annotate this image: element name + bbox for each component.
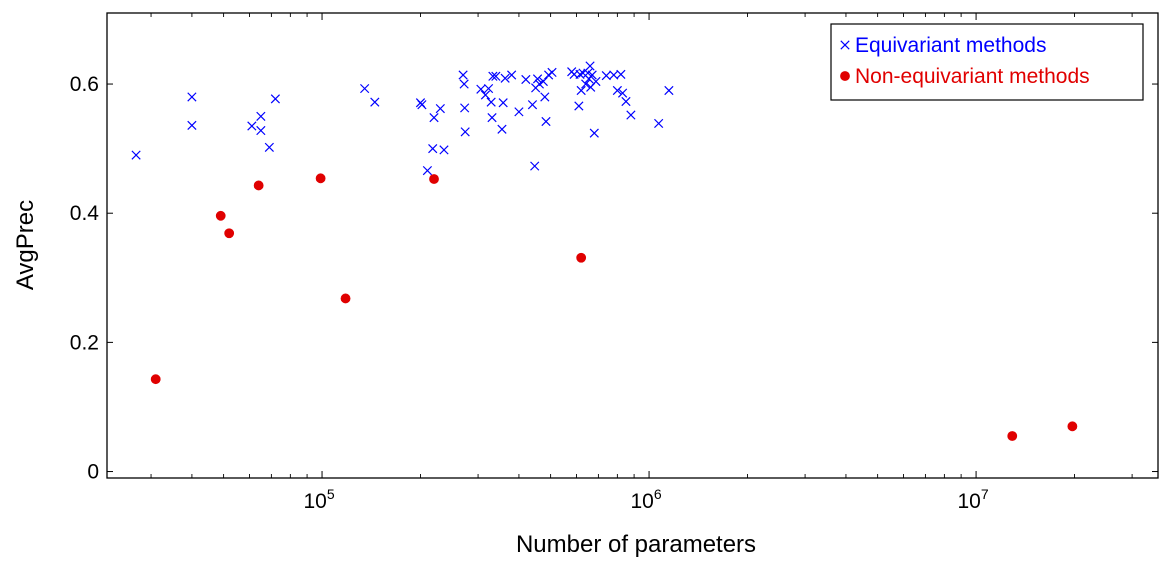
- equivariant-point: [486, 97, 496, 107]
- non-equivariant-point: [215, 210, 226, 221]
- equivariant-point: [264, 142, 274, 152]
- equivariant-point: [507, 70, 517, 80]
- equivariant-point: [500, 73, 510, 83]
- x-axis-title: Number of parameters: [516, 531, 756, 558]
- equivariant-point: [458, 70, 468, 80]
- equivariant-point: [459, 79, 469, 89]
- equivariant-point: [530, 161, 540, 171]
- equivariant-point: [541, 116, 551, 127]
- equivariant-point: [532, 74, 543, 84]
- x-tick-exponent: 5: [327, 486, 335, 502]
- non-equivariant-point: [253, 180, 264, 191]
- y-tick-label: 0.6: [70, 73, 99, 96]
- equivariant-point: [370, 97, 380, 107]
- equivariant-point: [247, 121, 257, 131]
- equivariant-point: [575, 69, 585, 79]
- non-equivariant-point: [340, 293, 351, 304]
- equivariant-point: [591, 76, 601, 87]
- equivariant-point: [576, 85, 586, 96]
- equivariant-point: [497, 124, 507, 134]
- equivariant-point: [256, 111, 266, 121]
- equivariant-point: [540, 92, 550, 102]
- equivariant-point: [547, 67, 557, 78]
- y-tick-label: 0.4: [70, 202, 100, 225]
- equivariant-point: [256, 125, 266, 136]
- equivariant-point: [417, 100, 427, 110]
- legend-label: Non-equivariant methods: [855, 65, 1090, 88]
- x-tick-base: 10: [303, 490, 326, 513]
- equivariant-point: [585, 61, 595, 71]
- equivariant-point: [439, 145, 449, 155]
- non-equivariant-point: [315, 173, 326, 184]
- equivariant-point: [187, 92, 197, 102]
- equivariant-point: [514, 107, 524, 117]
- y-axis-title: AvgPrec: [12, 200, 39, 290]
- equivariant-point: [587, 70, 597, 80]
- equivariant-point: [435, 103, 445, 114]
- x-tick-exponent: 7: [981, 486, 989, 502]
- equivariant-point: [626, 110, 636, 120]
- equivariant-point: [270, 94, 281, 104]
- legend-box: [830, 23, 1144, 101]
- equivariant-point: [422, 165, 433, 176]
- x-tick-label: 106: [630, 486, 661, 513]
- equivariant-point: [581, 79, 591, 89]
- equivariant-point: [534, 79, 545, 89]
- equivariant-point: [621, 96, 631, 107]
- legend-label: Equivariant methods: [855, 34, 1046, 57]
- equivariant-point: [609, 70, 619, 80]
- x-tick-label: 105: [303, 486, 334, 513]
- non-equivariant-point: [429, 174, 439, 184]
- non-equivariant-point: [1007, 431, 1018, 441]
- y-tick-label: 0.2: [70, 331, 99, 354]
- equivariant-point: [483, 83, 494, 94]
- equivariant-point: [187, 120, 197, 130]
- non-equivariant-point: [224, 228, 235, 239]
- equivariant-point: [429, 113, 439, 123]
- legend-marker-non-equivariant: [840, 71, 850, 81]
- equivariant-point: [527, 100, 538, 110]
- equivariant-point: [487, 113, 497, 123]
- non-equivariant-point: [1067, 421, 1078, 432]
- equivariant-point: [480, 90, 491, 100]
- equivariant-point: [589, 128, 599, 138]
- non-equivariant-point: [150, 374, 161, 385]
- equivariant-point: [521, 74, 531, 85]
- equivariant-point: [460, 127, 470, 137]
- data-points: [131, 61, 1078, 441]
- x-tick-base: 10: [958, 490, 981, 513]
- x-tick-base: 10: [630, 490, 653, 513]
- legend-marker-equivariant: [840, 40, 850, 50]
- equivariant-point: [574, 101, 584, 111]
- equivariant-point: [664, 85, 674, 96]
- equivariant-point: [616, 69, 626, 79]
- non-equivariant-point: [576, 252, 587, 263]
- equivariant-point: [498, 98, 508, 108]
- equivariant-point: [360, 83, 370, 94]
- equivariant-point: [617, 88, 628, 98]
- equivariant-point: [460, 103, 470, 113]
- equivariant-point: [131, 150, 141, 160]
- equivariant-point: [488, 71, 498, 81]
- equivariant-point: [612, 85, 622, 96]
- equivariant-point: [491, 71, 501, 81]
- x-tick-label: 107: [958, 486, 989, 513]
- equivariant-point: [601, 71, 611, 81]
- x-tick-exponent: 6: [654, 486, 662, 502]
- y-tick-label: 0: [87, 461, 99, 484]
- equivariant-point: [476, 84, 486, 94]
- equivariant-point: [654, 118, 664, 129]
- equivariant-point: [428, 144, 438, 154]
- legend: Equivariant methods Non-equivariant metho…: [830, 23, 1144, 101]
- equivariant-point: [538, 76, 548, 87]
- plot-frame: [106, 12, 1159, 479]
